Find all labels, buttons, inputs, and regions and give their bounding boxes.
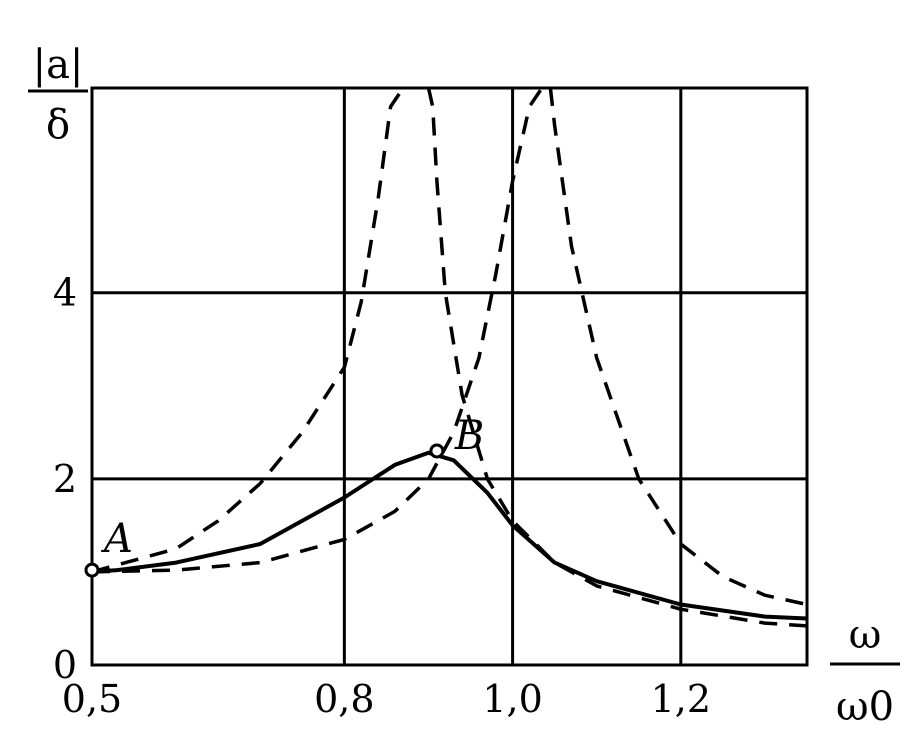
dashed-curve-4	[91, 87, 544, 574]
x-tick-label: 0,5	[62, 677, 122, 721]
y-axis-label-denominator: δ	[46, 102, 70, 148]
x-axis-label-denominator: ω0	[836, 684, 894, 730]
grid	[92, 88, 807, 665]
point-label-a: A	[100, 516, 133, 562]
x-axis-label: ω ω0	[830, 612, 900, 730]
dashed-curve-2	[91, 87, 405, 574]
series-layer	[91, 87, 808, 628]
point-label-b: B	[454, 413, 484, 459]
x-tick-label: 1,2	[651, 677, 711, 721]
x-tick-label: 1,0	[482, 677, 542, 721]
x-tick-label: 0,8	[314, 677, 374, 721]
solid-curve-1	[91, 450, 808, 621]
plot-frame	[90, 86, 809, 667]
tick-labels: 0,5 0,8 1,0 1,2 0 2 4	[53, 271, 711, 721]
marked-points: AB	[84, 413, 484, 578]
point-marker-b	[429, 443, 445, 459]
y-tick-label: 2	[53, 457, 77, 501]
y-tick-label: 4	[53, 271, 77, 315]
y-axis-label-numerator: |a|	[33, 42, 84, 88]
y-axis-label: |a| δ	[28, 42, 88, 148]
x-axis-label-numerator: ω	[849, 612, 882, 658]
dashed-curve-5	[548, 87, 808, 607]
y-tick-label: 0	[53, 643, 77, 687]
point-marker-a	[84, 562, 100, 578]
dashed-curve-3	[426, 87, 808, 628]
